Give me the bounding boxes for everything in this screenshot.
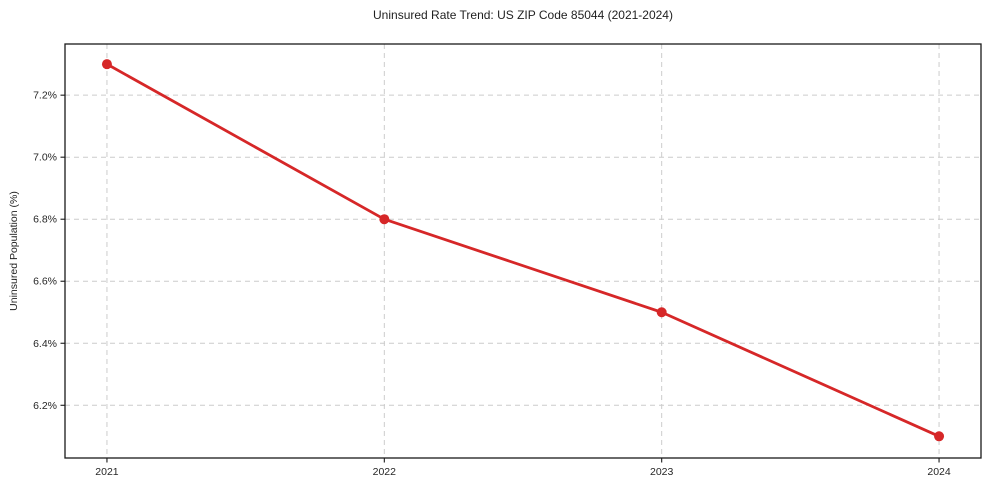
y-tick-label: 6.4% [33,338,57,350]
y-tick-label: 7.0% [33,152,57,164]
data-point [934,431,945,442]
data-point [379,214,390,225]
x-tick-label: 2022 [373,466,397,478]
y-tick-label: 7.2% [33,90,57,102]
chart-title: Uninsured Rate Trend: US ZIP Code 85044 … [373,8,673,22]
y-tick-label: 6.6% [33,276,57,288]
trend-line [105,62,941,438]
plot-border [64,43,982,459]
data-point [101,59,112,70]
x-tick-label: 2023 [650,466,674,478]
x-tick-label: 2021 [95,466,119,478]
y-tick-label: 6.8% [33,214,57,226]
data-point [656,307,667,318]
x-tick-label: 2024 [927,466,951,478]
y-tick-label: 6.2% [33,400,57,412]
